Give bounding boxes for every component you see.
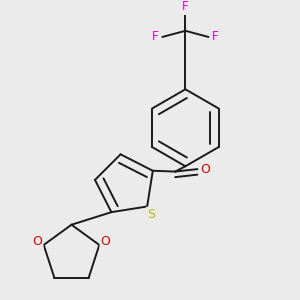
- Text: F: F: [152, 31, 159, 44]
- Text: O: O: [33, 236, 43, 248]
- Text: O: O: [100, 236, 110, 248]
- Text: F: F: [212, 31, 219, 44]
- Text: S: S: [147, 208, 155, 221]
- Text: F: F: [182, 0, 189, 13]
- Text: O: O: [200, 163, 210, 176]
